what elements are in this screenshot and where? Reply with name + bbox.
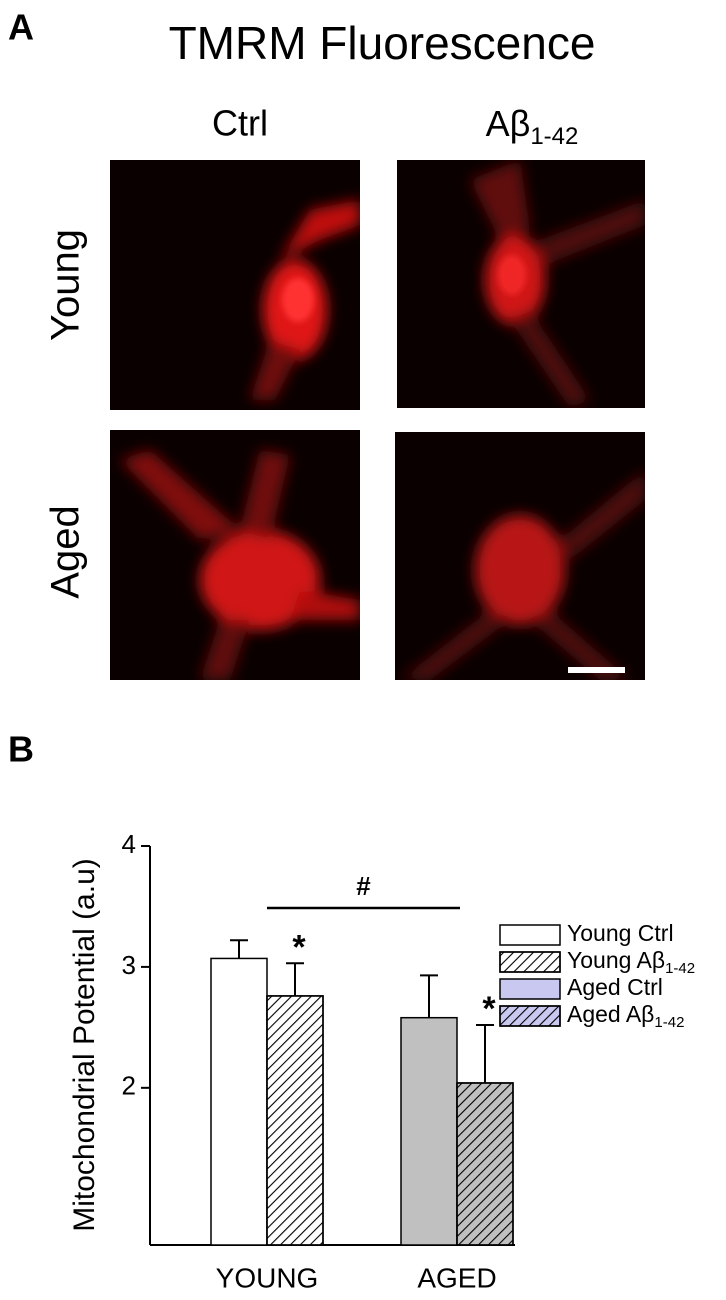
panel-label: A (8, 7, 34, 48)
bar (400, 1016, 458, 1246)
legend-label: Young Aβ1-42 (567, 947, 695, 977)
column-label: Ctrl (212, 103, 268, 144)
legend-swatch-hatch (499, 1005, 561, 1027)
panel-label: B (8, 729, 34, 770)
micrograph (110, 430, 360, 680)
x-tick-label: YOUNG (216, 1262, 319, 1293)
legend-label-subscript: 1-42 (654, 1014, 684, 1031)
legend-label: Aged Ctrl (567, 974, 663, 1000)
row-label: Aged (44, 505, 88, 598)
y-tick-label: 2 (122, 1071, 136, 1101)
column-label: Aβ1-42 (486, 103, 579, 151)
legend-label-text: Young Ctrl (567, 920, 674, 946)
y-tick-label: 3 (122, 950, 136, 980)
legend-label-text: Aged Ctrl (567, 974, 663, 1000)
x-tick-label: AGED (417, 1262, 496, 1293)
row-label: Young (44, 229, 88, 341)
y-axis-label: Mitochondrial Potential (a.u) (68, 858, 101, 1232)
micrograph (397, 160, 645, 408)
legend-label-text: Young Aβ (567, 947, 665, 973)
legend-label-text: Aged Aβ (567, 1001, 654, 1027)
panel-title: TMRM Fluorescence (169, 17, 596, 69)
column-label-subscript: 1-42 (530, 123, 578, 150)
legend-label: Aged Aβ1-42 (567, 1001, 684, 1031)
significance-marker: * (292, 928, 306, 966)
legend-label: Young Ctrl (567, 920, 674, 946)
bar (210, 957, 268, 1246)
bar-hatch (456, 1082, 514, 1246)
legend-swatch (499, 924, 561, 946)
y-tick-label: 4 (122, 829, 136, 859)
bar-hatch (266, 995, 324, 1246)
micrograph (110, 160, 360, 410)
legend-label-subscript: 1-42 (665, 960, 695, 977)
micrograph (395, 432, 645, 680)
scale-bar (568, 667, 625, 673)
column-label-text: Aβ (486, 103, 531, 144)
legend-swatch-hatch (499, 951, 561, 973)
significance-marker: * (482, 990, 496, 1028)
bracket-label: # (356, 871, 371, 901)
legend-swatch (499, 978, 561, 1000)
